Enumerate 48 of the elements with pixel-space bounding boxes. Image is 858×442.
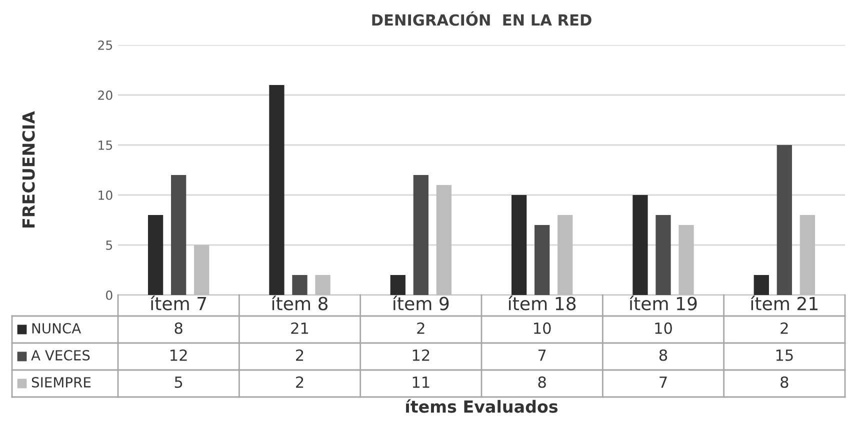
y-tick-label: 0 <box>106 290 112 300</box>
x-tick-label: ítem 21 <box>750 296 818 310</box>
text: ítems Evaluados <box>406 399 558 413</box>
y-tick-label: 5 <box>106 240 112 250</box>
data-label: 2 <box>296 349 304 361</box>
y-tick-label: 15 <box>98 140 112 150</box>
x-tick-label: ítem 8 <box>272 296 328 310</box>
data-label: 2 <box>780 322 788 334</box>
y-tick-label: 10 <box>98 190 112 200</box>
bar <box>413 175 428 295</box>
x-tick-label: ítem 19 <box>630 296 697 310</box>
chart-title: DENIGRACIÓN EN LA RED <box>372 11 592 26</box>
bar <box>632 195 648 295</box>
bar <box>754 275 769 295</box>
bar <box>776 145 792 295</box>
legend-label: NUNCA <box>32 323 82 334</box>
data-label: 10 <box>534 322 551 334</box>
bar <box>269 85 284 295</box>
data-label: 2 <box>417 322 424 334</box>
data-label: 11 <box>412 376 430 388</box>
data-label: 8 <box>538 376 546 388</box>
data-label: 7 <box>660 376 667 388</box>
legend-label: SIEMPRE <box>32 377 91 388</box>
data-label: 7 <box>538 350 546 361</box>
bar <box>292 275 308 295</box>
data-label: 5 <box>174 376 182 388</box>
bar <box>511 195 527 295</box>
data-label: 8 <box>174 322 182 334</box>
data-label: 8 <box>659 349 668 361</box>
x-tick-label: ítem 9 <box>393 296 449 310</box>
data-label: 15 <box>776 350 793 361</box>
bar <box>390 275 406 295</box>
data-label: 21 <box>291 322 308 334</box>
data-label: 8 <box>780 376 788 388</box>
bar <box>656 215 671 295</box>
data-label: 12 <box>412 349 430 361</box>
bar <box>171 175 186 295</box>
data-label: 12 <box>170 349 187 361</box>
data-label: 2 <box>296 376 304 388</box>
x-tick-label: ítem 18 <box>508 296 576 310</box>
bar <box>148 215 164 295</box>
x-tick-label: ítem 7 <box>150 296 206 310</box>
legend-label: A VECES <box>31 350 90 361</box>
data-label: 10 <box>655 322 672 334</box>
bar <box>534 225 550 295</box>
y-tick-label: 25 <box>98 40 112 50</box>
y-axis-title: FRECUENCIA <box>22 111 35 228</box>
y-tick-label: 20 <box>98 90 112 100</box>
